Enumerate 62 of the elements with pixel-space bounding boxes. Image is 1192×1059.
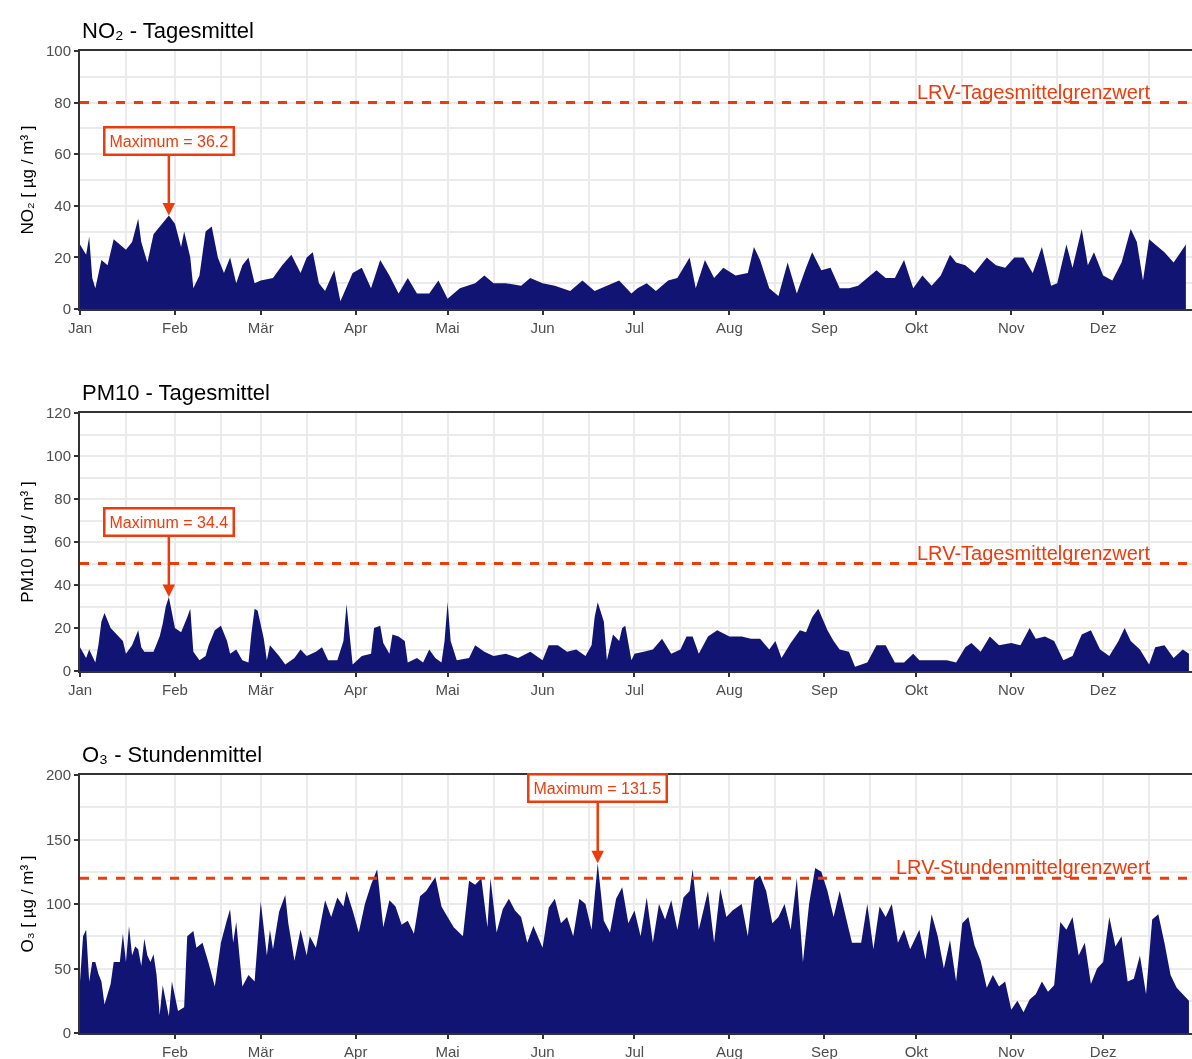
y-tick-label: 0: [62, 1024, 71, 1042]
ref-line-label: LRV-Tagesmittelgrenzwert: [917, 542, 1151, 564]
x-tick-label: Aug: [716, 319, 743, 336]
y-axis-title: NO₂ [ µg / m³ ]: [18, 125, 38, 235]
ref-line-label: LRV-Tagesmittelgrenzwert: [917, 81, 1151, 103]
x-tick-label: Apr: [344, 319, 368, 336]
y-tick-label: 100: [45, 447, 71, 465]
x-tick-label: Mai: [435, 319, 460, 336]
x-tick-label: Jun: [530, 319, 555, 336]
x-tick-label: Jun: [530, 1043, 555, 1059]
x-tick-label: Dez: [1089, 1043, 1117, 1059]
y-tick-label: 80: [54, 93, 71, 111]
x-tick-label: Nov: [997, 1043, 1026, 1059]
x-tick-label: Nov: [997, 319, 1026, 336]
x-tick-label: Jul: [624, 1043, 645, 1059]
x-tick-label: Okt: [904, 1043, 929, 1059]
x-tick-label: Mär: [247, 1043, 274, 1059]
y-axis-title: O₃ [ µg / m³ ]: [18, 855, 38, 953]
chart-title: NO₂ - Tagesmittel: [82, 18, 254, 43]
y-tick-label: 20: [54, 619, 71, 637]
x-tick-label: Jul: [624, 319, 645, 336]
x-tick-label: Sep: [811, 319, 838, 336]
x-tick-label: Sep: [811, 681, 838, 698]
y-tick-label: 50: [54, 959, 71, 977]
y-tick-label: 60: [54, 533, 71, 551]
y-tick-label: 120: [45, 404, 71, 422]
x-tick-label: Jun: [530, 681, 555, 698]
x-tick-label: Dez: [1089, 681, 1117, 698]
x-tick-label: Jan: [67, 681, 93, 698]
x-tick-label: Okt: [904, 319, 929, 336]
x-tick-label: Okt: [904, 681, 929, 698]
y-tick-label: 20: [54, 248, 71, 266]
y-tick-label: 60: [54, 145, 71, 163]
x-tick-label: Mai: [435, 681, 460, 698]
chart-title: PM10 - Tagesmittel: [82, 380, 270, 405]
y-axis-title: PM10 [ µg / m³ ]: [18, 481, 38, 603]
x-tick-label: Jan: [67, 319, 93, 336]
y-tick-label: 100: [45, 42, 71, 60]
x-tick-label: Mai: [435, 1043, 460, 1059]
x-tick-label: Nov: [997, 681, 1026, 698]
annotation: Maximum = 34.4: [109, 513, 229, 531]
y-tick-label: 40: [54, 197, 71, 215]
x-tick-label: Mär: [247, 681, 274, 698]
x-tick-label: Feb: [162, 1043, 188, 1059]
annotation: Maximum = 36.2: [109, 132, 229, 150]
annotation: Maximum = 131.5: [533, 779, 662, 797]
x-tick-label: Jul: [624, 681, 645, 698]
x-tick-label: Feb: [162, 681, 188, 698]
x-tick-label: Dez: [1089, 319, 1117, 336]
y-tick-label: 150: [45, 830, 71, 848]
y-tick-label: 200: [45, 766, 71, 784]
x-tick-label: Mär: [247, 319, 274, 336]
x-tick-label: Feb: [162, 319, 188, 336]
y-tick-label: 100: [45, 895, 71, 913]
y-tick-label: 0: [62, 300, 71, 318]
ref-line-label: LRV-Stundenmittelgrenzwert: [896, 856, 1151, 878]
y-tick-label: 80: [54, 490, 71, 508]
y-tick-label: 40: [54, 576, 71, 594]
x-tick-label: Apr: [344, 681, 368, 698]
y-tick-label: 0: [62, 662, 71, 680]
x-tick-label: Aug: [716, 681, 743, 698]
chart-title: O₃ - Stundenmittel: [82, 742, 263, 767]
